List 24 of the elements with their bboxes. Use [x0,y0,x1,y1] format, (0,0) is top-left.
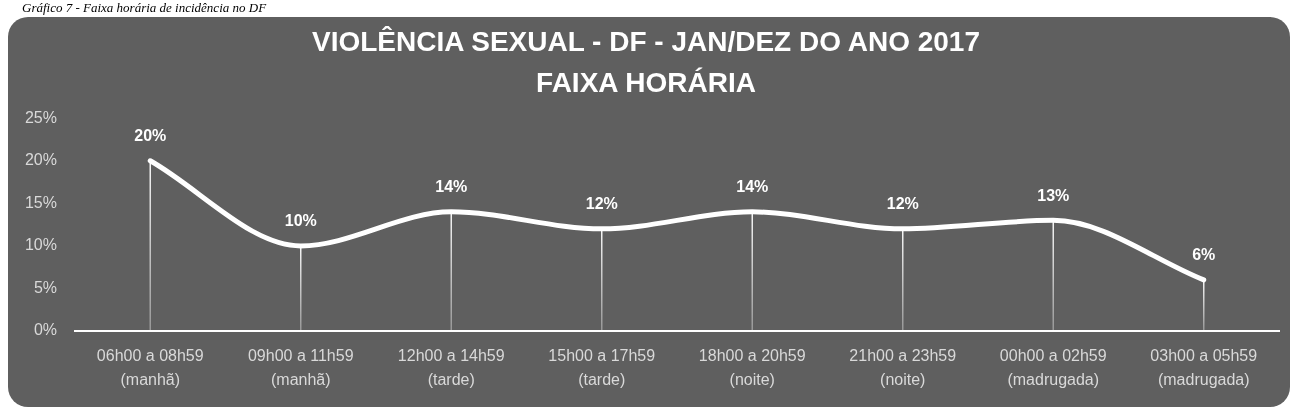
data-label: 12% [585,195,618,213]
y-tick-label: 15% [24,193,57,211]
y-tick-label: 20% [24,151,57,169]
x-tick-label: 06h00 a 08h59 (manhã) [96,347,204,389]
y-tick-label: 0% [33,321,57,339]
x-tick-label: 09h00 a 11h59 (manhã) [247,347,354,389]
chart-title: VIOLÊNCIA SEXUAL - DF - JAN/DEZ DO ANO 2017 FAIXA HORÁRIA [312,26,980,98]
data-label: 14% [435,178,468,196]
x-tick-label: 15h00 a 17h59 (tarde) [548,347,656,389]
y-tick-label: 10% [24,236,57,254]
y-tick-label: 5% [33,278,57,296]
data-label: 10% [284,212,317,230]
x-tick-label: 18h00 a 20h59 (noite) [698,347,806,389]
data-label: 20% [134,127,167,145]
x-tick-label: 03h00 a 05h59 (madrugada) [1150,347,1258,389]
y-tick-label: 25% [24,108,57,126]
data-label: 12% [886,195,919,213]
x-tick-label: 21h00 a 23h59 (noite) [849,347,957,389]
x-tick-label: 00h00 a 02h59 (madrugada) [999,347,1107,389]
data-label: 14% [736,178,769,196]
data-label: 6% [1192,246,1216,264]
text: Gráfico 7 - Faixa horária de incidência no DF [22,0,267,16]
x-tick-label: 12h00 a 14h59 (tarde) [397,347,505,389]
data-label: 13% [1037,186,1070,204]
